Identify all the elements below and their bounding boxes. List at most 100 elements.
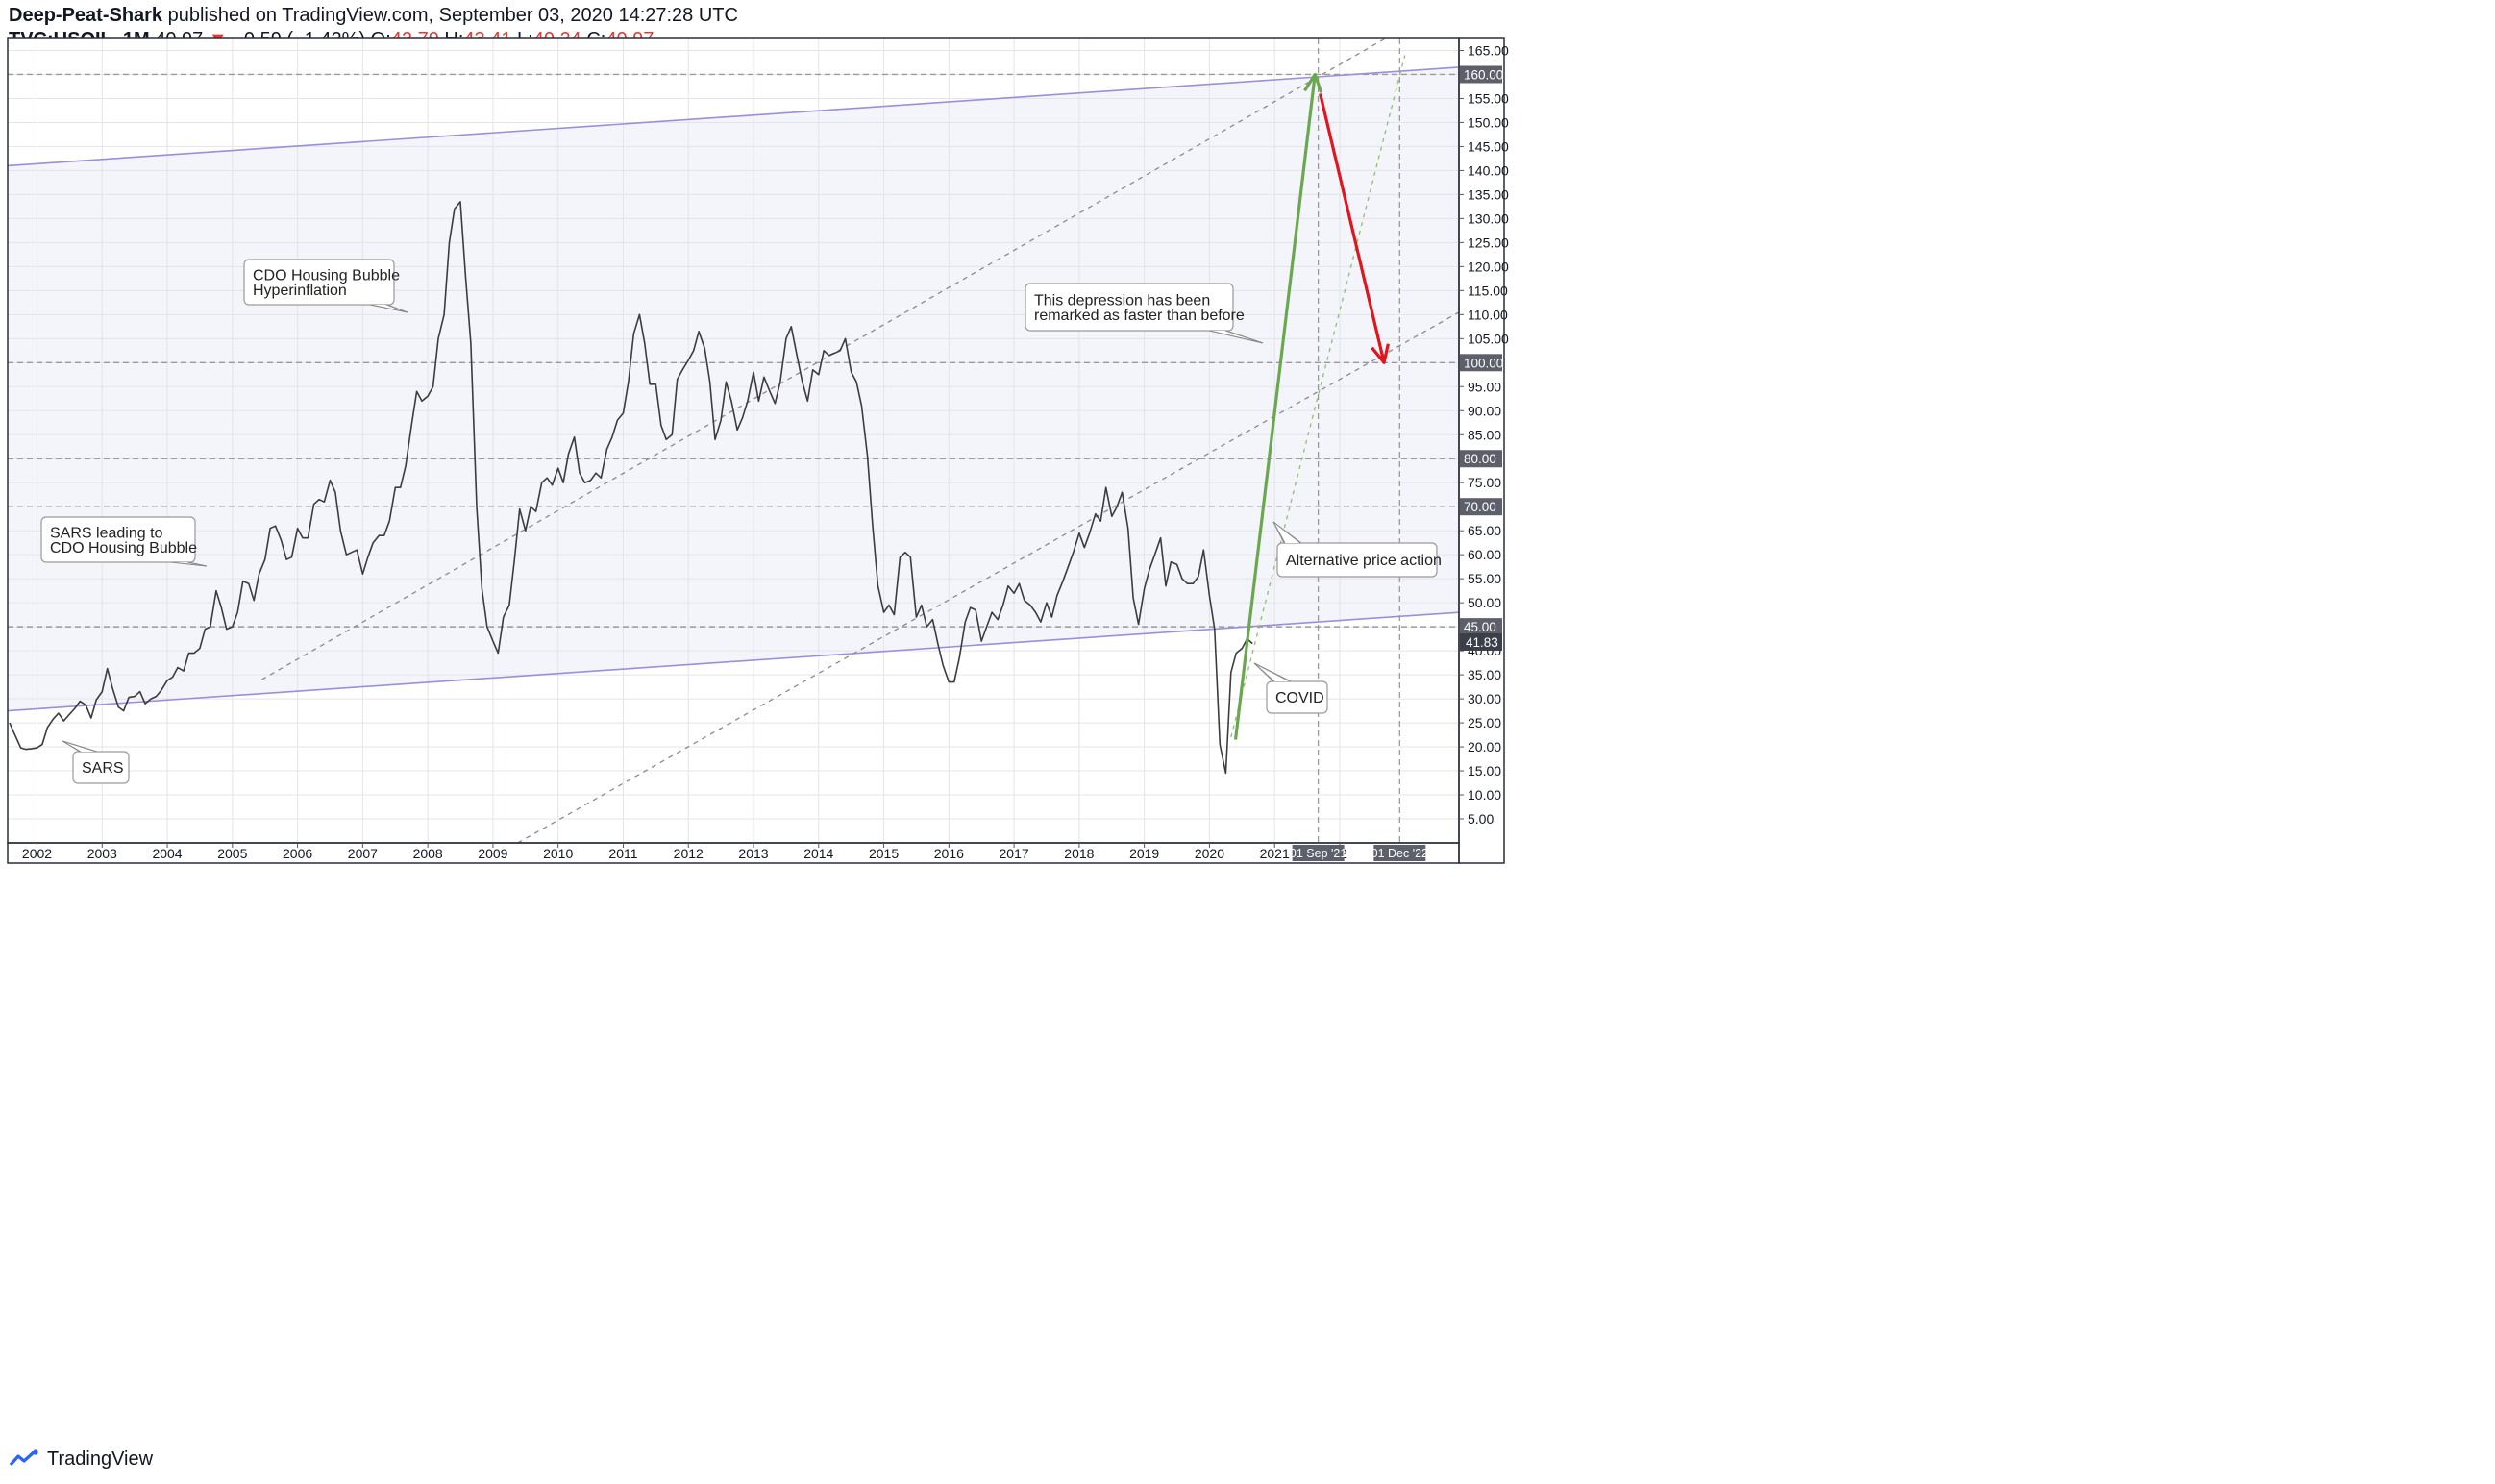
time-tick-label: 2018 — [1064, 846, 1094, 861]
date-marker-box — [1373, 845, 1426, 861]
time-tick-label: 2012 — [674, 846, 704, 861]
time-tick-label: 2020 — [1195, 846, 1224, 861]
time-tick-label: 2005 — [217, 846, 247, 861]
price-tick-label: 65.00 — [1468, 523, 1501, 538]
callout: COVID — [1253, 662, 1328, 714]
callout-pointer-edge — [1224, 330, 1264, 344]
level-label-box — [1460, 65, 1502, 84]
time-tick-label: 2017 — [1000, 846, 1029, 861]
price-tick-label: 105.00 — [1468, 331, 1509, 346]
callout-pointer-edge — [62, 740, 97, 753]
price-tick-label: 125.00 — [1468, 235, 1509, 250]
date-marker-label: 01 Dec '22 — [1371, 847, 1428, 860]
callout-pointer-edge — [1253, 662, 1275, 682]
price-tick-label: 85.00 — [1468, 427, 1501, 442]
level-label: 45.00 — [1464, 620, 1496, 634]
price-axis-border — [1458, 37, 1505, 864]
callout-pointer-edge — [370, 304, 408, 313]
published-text: published on TradingView.com, September … — [162, 5, 738, 26]
callout-text: Alternative price action — [1286, 553, 1442, 569]
time-tick-label: 2019 — [1129, 846, 1159, 861]
brand-name[interactable]: TradingView — [47, 1447, 154, 1470]
projection-down-arrow — [1319, 93, 1390, 364]
price-tick-label: 30.00 — [1468, 691, 1501, 706]
price-tick-label: 155.00 — [1468, 90, 1509, 106]
callout-pointer-edge — [171, 561, 208, 567]
callout-pointer-edge — [385, 304, 408, 313]
price-line — [9, 201, 1253, 775]
price-tick-label: 75.00 — [1468, 475, 1501, 490]
callout-box — [40, 516, 196, 563]
callout-text: SARS — [82, 760, 124, 777]
annotations — [8, 38, 1459, 843]
time-tick-label: 2014 — [803, 846, 833, 861]
projection-up-arrow — [1233, 72, 1323, 740]
callout-text: CDO Housing Bubble — [50, 540, 197, 556]
price-axis: 5.0010.0015.0020.0025.0030.0035.0040.005… — [1459, 42, 1509, 827]
last-price-box — [1460, 632, 1502, 651]
time-tick-label: 2003 — [87, 846, 117, 861]
projection-up-arrow-shaft — [1233, 74, 1317, 740]
callout-pointer-edge — [186, 561, 208, 567]
level-label: 100.00 — [1464, 356, 1503, 370]
time-tick-label: 2002 — [22, 846, 52, 861]
callout-text: SARS leading to — [50, 525, 163, 541]
time-tick-label: 2015 — [869, 846, 899, 861]
callout-box — [1276, 542, 1438, 578]
price-tick-label: 50.00 — [1468, 595, 1501, 610]
callout-box — [1025, 283, 1234, 332]
date-marker-box — [1292, 845, 1345, 861]
callout-pointer-edge — [1272, 521, 1301, 544]
level-label-box — [1460, 618, 1502, 636]
price-tick-label: 140.00 — [1468, 162, 1509, 178]
time-tick-label: 2009 — [478, 846, 507, 861]
price-tick-label: 115.00 — [1468, 283, 1508, 298]
trend-line — [260, 38, 1386, 680]
time-tick-label: 2021 — [1260, 846, 1290, 861]
time-tick-label: 2013 — [738, 846, 768, 861]
projection-down-arrow-shaft — [1319, 93, 1386, 363]
level-label: 160.00 — [1464, 67, 1503, 82]
level-label-box — [1460, 450, 1502, 468]
time-axis-border — [7, 842, 1460, 864]
time-tick-label: 2008 — [413, 846, 443, 861]
price-tick-label: 95.00 — [1468, 379, 1501, 394]
channel-fill — [8, 66, 1459, 711]
callout-text: CDO Housing Bubble — [253, 267, 400, 284]
callout-box — [243, 259, 395, 306]
callout-text: Hyperinflation — [253, 283, 347, 299]
callout-box — [1266, 680, 1328, 714]
projection-up-arrow-head — [1303, 72, 1323, 93]
author-name[interactable]: Deep-Peat-Shark — [9, 5, 163, 26]
callout-pointer-edge — [1253, 662, 1291, 682]
callout-box — [72, 751, 130, 784]
tradingview-logo-icon[interactable] — [9, 1449, 41, 1469]
projection-down-arrow-head — [1371, 343, 1390, 364]
time-tick-label: 2006 — [283, 846, 312, 861]
publish-info: Deep-Peat-Shark published on TradingView… — [9, 4, 2469, 28]
time-tick-label: 2004 — [152, 846, 182, 861]
footer: TradingView — [9, 1446, 153, 1472]
price-tick-label: 25.00 — [1468, 715, 1501, 730]
callout: SARS — [62, 740, 130, 784]
callout-text: remarked as faster than before — [1034, 308, 1245, 324]
callout: Alternative price action — [1272, 521, 1442, 578]
trend-line — [517, 311, 1459, 843]
price-tick-label: 135.00 — [1468, 186, 1509, 202]
callout-text: COVID — [1275, 690, 1324, 706]
price-tick-label: 10.00 — [1468, 787, 1501, 803]
price-tick-label: 145.00 — [1468, 138, 1509, 154]
time-tick-label: 2007 — [348, 846, 378, 861]
price-tick-label: 60.00 — [1468, 547, 1501, 562]
time-tick-label: 2011 — [608, 846, 637, 861]
level-label-box — [1460, 498, 1502, 516]
price-tick-label: 20.00 — [1468, 739, 1501, 754]
callout-pointer-edge — [1272, 521, 1286, 544]
level-label-box — [1460, 354, 1502, 372]
last-price-label: 41.83 — [1466, 635, 1498, 650]
price-tick-label: 120.00 — [1468, 259, 1509, 274]
